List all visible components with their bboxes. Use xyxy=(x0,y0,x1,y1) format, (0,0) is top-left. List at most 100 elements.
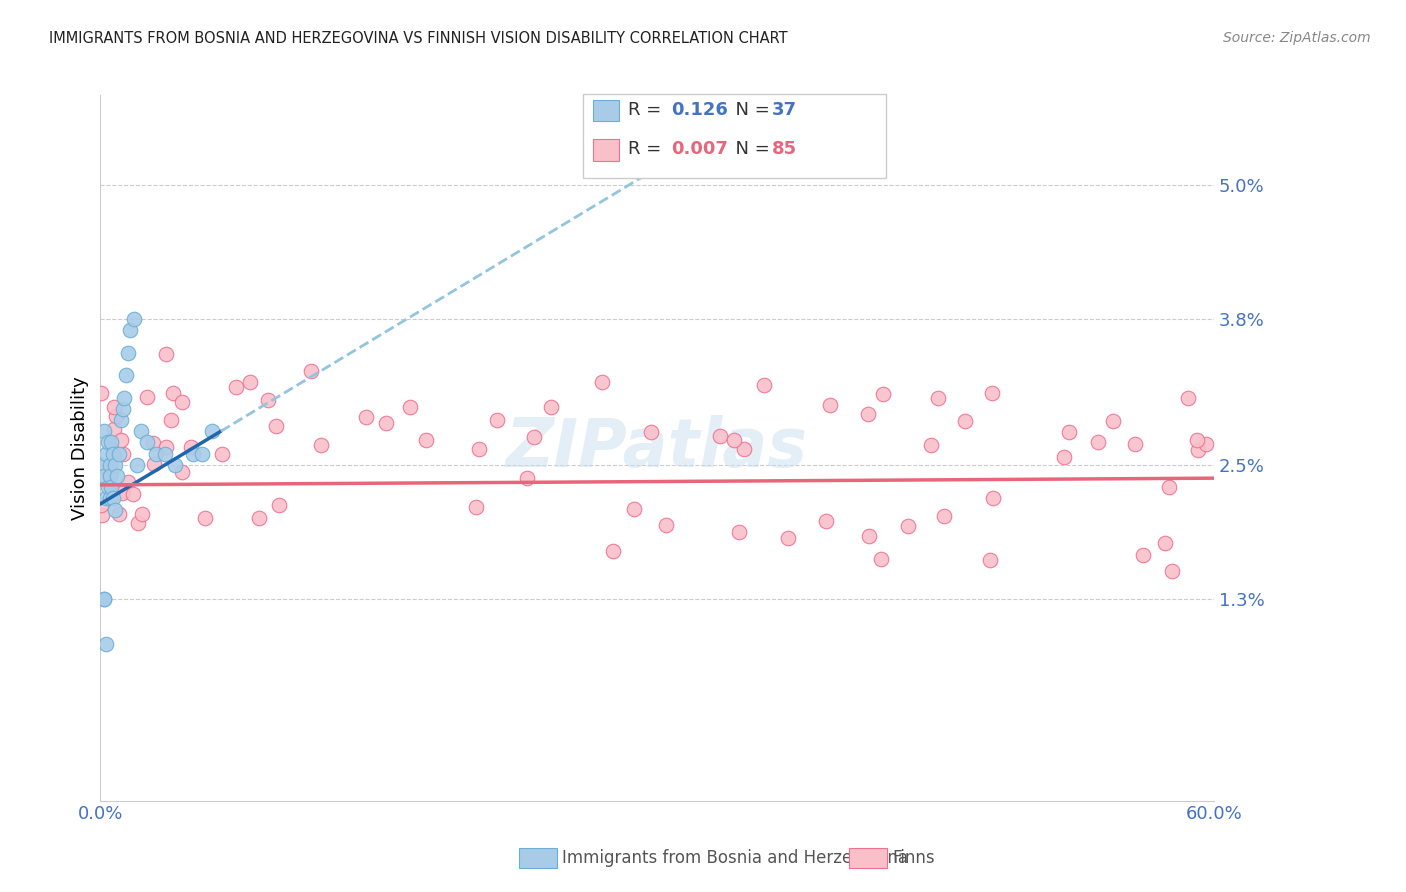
Point xyxy=(121,487,143,501)
Point xyxy=(141,436,163,450)
Point xyxy=(869,551,891,566)
Point xyxy=(155,440,177,454)
Text: Finns: Finns xyxy=(893,849,935,867)
Point xyxy=(93,592,115,607)
Point xyxy=(100,480,122,494)
Point xyxy=(225,380,247,394)
Point xyxy=(131,507,153,521)
Point xyxy=(398,401,420,415)
Point xyxy=(415,433,437,447)
Point xyxy=(1187,433,1209,447)
Point xyxy=(180,440,202,454)
Point xyxy=(655,518,678,533)
Point xyxy=(115,368,138,383)
Point xyxy=(194,511,217,525)
Text: ZIPatlas: ZIPatlas xyxy=(506,415,808,481)
Point xyxy=(920,438,942,452)
Point xyxy=(105,469,128,483)
Point xyxy=(814,515,837,529)
Text: IMMIGRANTS FROM BOSNIA AND HERZEGOVINA VS FINNISH VISION DISABILITY CORRELATION : IMMIGRANTS FROM BOSNIA AND HERZEGOVINA V… xyxy=(49,31,787,46)
Point xyxy=(98,491,121,506)
Point xyxy=(108,446,131,460)
Point xyxy=(145,446,167,460)
Point xyxy=(160,413,183,427)
Point xyxy=(1102,414,1125,428)
Point xyxy=(97,435,120,450)
Point xyxy=(103,422,125,436)
Point xyxy=(623,501,645,516)
Point xyxy=(181,446,204,460)
Point xyxy=(98,469,121,483)
Point xyxy=(94,491,117,506)
Point xyxy=(776,532,799,546)
Point xyxy=(872,387,894,401)
Point xyxy=(983,491,1005,505)
Point xyxy=(1057,425,1080,439)
Point xyxy=(516,471,538,485)
Point xyxy=(127,458,149,472)
Point xyxy=(709,429,731,443)
Point xyxy=(354,410,377,425)
Point xyxy=(111,447,134,461)
Point xyxy=(103,446,125,460)
Point xyxy=(934,508,956,523)
Point xyxy=(100,466,122,480)
Point xyxy=(754,378,776,392)
Point xyxy=(602,544,624,558)
Point xyxy=(1132,548,1154,562)
Text: R =: R = xyxy=(628,140,668,158)
Point xyxy=(1153,536,1175,550)
Point xyxy=(100,435,122,450)
Text: R =: R = xyxy=(628,101,668,119)
Point xyxy=(94,637,117,651)
Point xyxy=(1123,437,1146,451)
Point xyxy=(468,442,491,456)
Text: Immigrants from Bosnia and Herzegovina: Immigrants from Bosnia and Herzegovina xyxy=(562,849,908,867)
Point xyxy=(163,458,186,472)
Point xyxy=(979,553,1001,567)
Point xyxy=(135,435,157,450)
Point xyxy=(155,446,177,460)
Point xyxy=(201,424,224,438)
Point xyxy=(98,458,121,472)
Point xyxy=(93,592,115,607)
Point xyxy=(127,516,149,530)
Point xyxy=(118,323,141,337)
Point xyxy=(523,430,546,444)
Point xyxy=(856,407,879,421)
Point xyxy=(117,345,139,359)
Point xyxy=(162,385,184,400)
Point xyxy=(980,386,1002,401)
Text: Source: ZipAtlas.com: Source: ZipAtlas.com xyxy=(1223,31,1371,45)
Text: 0.007: 0.007 xyxy=(671,140,727,158)
Point xyxy=(114,391,136,405)
Y-axis label: Vision Disability: Vision Disability xyxy=(72,376,89,520)
Point xyxy=(90,498,112,512)
Point xyxy=(97,466,120,480)
Point xyxy=(122,312,145,326)
Point xyxy=(90,508,112,522)
Point xyxy=(269,498,291,512)
Point xyxy=(1195,437,1218,451)
Text: N =: N = xyxy=(724,140,776,158)
Point xyxy=(1160,564,1182,578)
Point xyxy=(97,480,120,494)
Point xyxy=(540,400,562,414)
Point xyxy=(104,502,127,516)
Point xyxy=(247,510,270,524)
Point xyxy=(299,364,322,378)
Text: 0.126: 0.126 xyxy=(671,101,727,119)
Point xyxy=(239,375,262,389)
Point xyxy=(191,446,214,460)
Point xyxy=(129,424,152,438)
Point xyxy=(1053,450,1076,465)
Point xyxy=(170,466,193,480)
Point xyxy=(110,434,132,448)
Point xyxy=(117,475,139,489)
Point xyxy=(111,401,134,416)
Point xyxy=(640,425,662,439)
Point xyxy=(135,390,157,404)
Point xyxy=(927,392,949,406)
Text: N =: N = xyxy=(724,101,776,119)
Point xyxy=(858,529,880,543)
